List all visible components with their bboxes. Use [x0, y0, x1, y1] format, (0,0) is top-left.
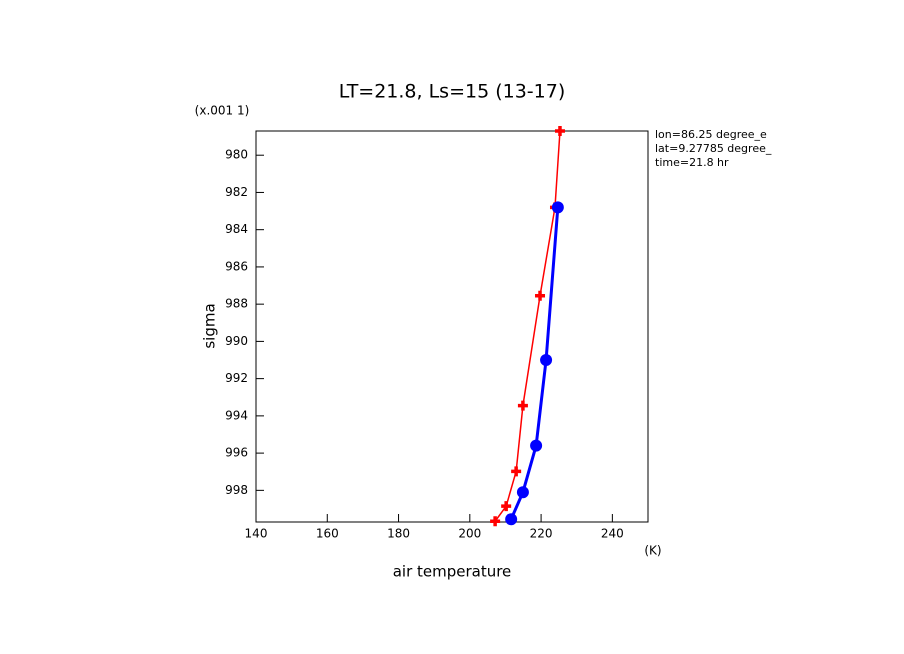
y-tick-label: 986: [225, 259, 248, 273]
y-tick-label: 980: [225, 148, 248, 162]
y-tick-label: 994: [225, 408, 248, 422]
chart-title: LT=21.8, Ls=15 (13-17): [339, 81, 566, 103]
x-tick-label: 140: [245, 527, 268, 541]
marker: [511, 466, 522, 477]
marker: [535, 290, 546, 301]
marker: [490, 516, 501, 527]
y-tick-label: 996: [225, 446, 248, 460]
x-tick-label: 200: [458, 527, 481, 541]
x-axis-label: air temperature: [393, 563, 512, 581]
annotation: lat=9.27785 degree_: [655, 142, 772, 155]
y-tick-label: 988: [225, 297, 248, 311]
y-tick-label: 990: [225, 334, 248, 348]
y-tick-label: 998: [225, 483, 248, 497]
y-unit-label: (x.001 1): [195, 104, 250, 118]
y-tick-label: 982: [225, 185, 248, 199]
x-tick-label: 240: [601, 527, 624, 541]
annotation: lon=86.25 degree_e: [655, 128, 767, 141]
marker: [551, 201, 564, 214]
marker: [501, 501, 512, 512]
marker: [554, 126, 565, 136]
x-unit-label: (K): [644, 544, 661, 558]
y-tick-label: 984: [225, 222, 248, 236]
x-tick-label: 160: [316, 527, 339, 541]
marker: [540, 354, 553, 367]
marker: [516, 486, 529, 499]
y-tick-label: 992: [225, 371, 248, 385]
series-line: [494, 130, 561, 522]
y-axis-label: sigma: [201, 303, 219, 348]
x-tick-label: 220: [530, 527, 553, 541]
x-tick-label: 180: [387, 527, 410, 541]
annotation: time=21.8 hr: [655, 156, 729, 169]
marker: [505, 513, 518, 526]
marker: [530, 439, 543, 452]
annotations: lon=86.25 degree_e lat=9.27785 degree_ t…: [655, 128, 772, 169]
marker: [517, 400, 528, 411]
plot-frame: [255, 130, 649, 523]
